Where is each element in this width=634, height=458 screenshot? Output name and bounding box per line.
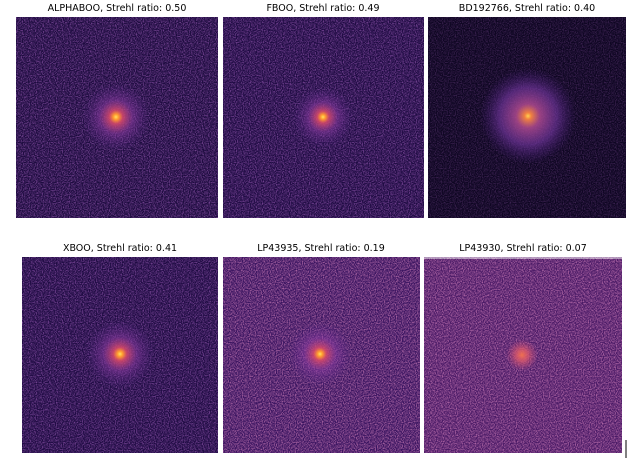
panel-title: LP43935, Strehl ratio: 0.19 (257, 243, 385, 254)
psf-image (424, 257, 622, 453)
panel-title: FBOO, Strehl ratio: 0.49 (266, 3, 379, 14)
psf-image (22, 257, 218, 453)
panel-title: LP43930, Strehl ratio: 0.07 (459, 243, 587, 254)
psf-image (223, 17, 424, 218)
panel-title: ALPHABOO, Strehl ratio: 0.50 (48, 3, 187, 14)
panel-title: BD192766, Strehl ratio: 0.40 (459, 3, 595, 14)
psf-image (16, 17, 218, 218)
panel-title: XBOO, Strehl ratio: 0.41 (63, 243, 177, 254)
psf-image (223, 257, 420, 453)
figure: ALPHABOO, Strehl ratio: 0.50 FBOO, Streh… (0, 0, 634, 458)
psf-image (428, 17, 626, 218)
